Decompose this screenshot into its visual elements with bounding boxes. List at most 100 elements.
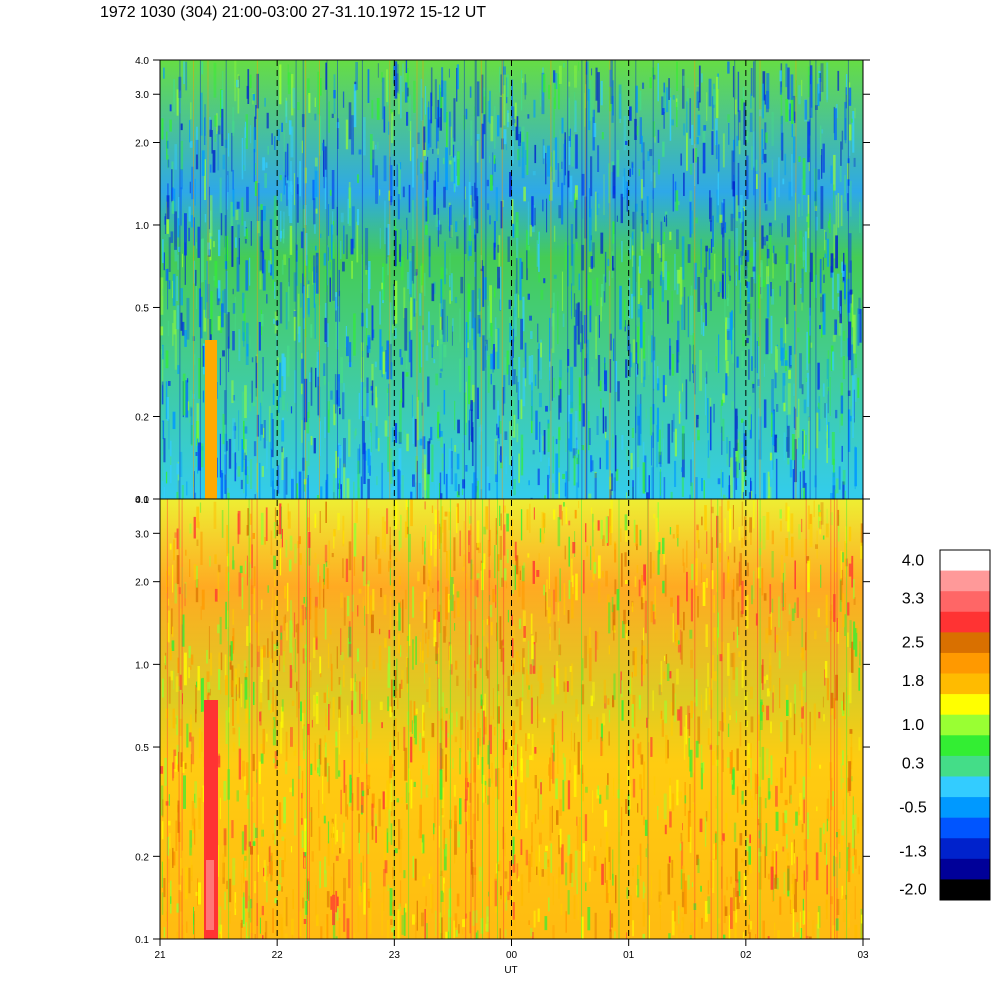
spectrogram-cell	[314, 157, 318, 171]
spectrogram-cell	[717, 731, 720, 737]
spectrogram-cell	[167, 598, 170, 606]
spectrogram-cell	[623, 115, 627, 151]
spectrogram-cell	[182, 373, 186, 416]
spectrogram-cell	[521, 261, 524, 279]
spectrogram-cell	[519, 657, 521, 672]
spectrogram-streak	[635, 60, 637, 499]
spectrogram-cell	[598, 555, 601, 579]
spectrogram-cell	[687, 296, 689, 338]
spectrogram-cell	[454, 297, 458, 304]
spectrogram-cell	[828, 422, 830, 448]
spectrogram-cell	[741, 858, 744, 863]
spectrogram-cell	[514, 119, 516, 124]
spectrogram-cell	[369, 432, 372, 466]
spectrogram-cell	[833, 594, 836, 622]
spectrogram-cell	[357, 900, 360, 933]
spectrogram-cell	[296, 681, 298, 692]
spectrogram-cell	[736, 135, 739, 147]
spectrogram-cell	[581, 173, 585, 196]
spectrogram-cell	[508, 739, 511, 748]
spectrogram-cell	[835, 918, 839, 931]
spectrogram-cell	[193, 906, 194, 935]
spectrogram-cell	[441, 309, 444, 335]
spectrogram-cell	[710, 678, 713, 690]
spectrogram-cell	[771, 159, 774, 177]
spectrogram-cell	[819, 387, 822, 419]
spectrogram-cell	[585, 62, 588, 75]
spectrogram-cell	[495, 797, 497, 831]
spectrogram-cell	[674, 900, 677, 922]
spectrogram-cell	[548, 84, 551, 100]
spectrogram-cell	[758, 823, 762, 852]
spectrogram-cell	[168, 237, 171, 272]
spectrogram-cell	[541, 665, 543, 690]
spectrogram-cell	[636, 733, 640, 739]
spectrogram-cell	[391, 487, 395, 493]
spectrogram-cell	[503, 568, 507, 581]
spectrogram-cell	[751, 585, 753, 605]
spectrogram-cell	[544, 852, 547, 870]
spectrogram-cell	[784, 153, 787, 176]
spectrogram-cell	[703, 267, 706, 309]
spectrogram-cell	[610, 913, 614, 928]
spectrogram-cell	[258, 322, 261, 351]
spectrogram-cell	[779, 509, 782, 519]
spectrogram-cell	[459, 748, 461, 775]
spectrogram-cell	[301, 140, 303, 154]
spectrogram-cell	[238, 727, 240, 747]
spectrogram-cell	[224, 390, 227, 425]
spectrogram-streak	[475, 60, 477, 499]
spectrogram-cell	[401, 669, 404, 691]
spectrogram-cell	[621, 680, 623, 698]
spectrogram-cell	[609, 86, 612, 112]
spectrogram-cell	[431, 784, 433, 796]
spectrogram-cell	[456, 491, 460, 498]
spectrogram-cell	[345, 558, 349, 582]
spectrogram-cell	[575, 242, 578, 250]
spectrogram-cell	[332, 826, 335, 839]
spectrogram-cell	[511, 106, 515, 131]
spectrogram-cell	[802, 485, 806, 499]
spectrogram-cell	[859, 202, 861, 233]
spectrogram-cell	[214, 260, 218, 288]
spectrogram-cell	[841, 270, 845, 277]
spectrogram-cell	[335, 496, 338, 499]
spectrogram-cell	[799, 488, 803, 499]
spectrogram-cell	[572, 448, 576, 459]
spectrogram-cell	[723, 709, 726, 723]
spectrogram-cell	[529, 503, 531, 533]
spectrogram-cell	[412, 474, 415, 487]
spectrogram-cell	[514, 541, 517, 561]
spectrogram-cell	[281, 447, 284, 480]
spectrogram-cell	[565, 911, 567, 933]
spectrogram-cell	[527, 733, 530, 739]
spectrogram-cell	[801, 384, 804, 395]
spectrogram-cell	[758, 390, 760, 400]
spectrogram-cell	[445, 147, 448, 191]
spectrogram-cell	[307, 517, 310, 531]
spectrogram-cell	[771, 111, 774, 146]
spectrogram-cell	[228, 911, 231, 924]
spectrogram-cell	[439, 526, 442, 544]
spectrogram-cell	[281, 395, 285, 411]
spectrogram-cell	[384, 808, 387, 819]
spectrogram-cell	[680, 619, 683, 629]
spectrogram-cell	[651, 875, 652, 899]
spectrogram-cell	[322, 776, 324, 804]
spectrogram-cell	[562, 473, 565, 479]
spectrogram-streak	[256, 499, 258, 939]
spectrogram-cell	[454, 805, 457, 825]
spectrogram-cell	[728, 678, 731, 708]
spectrogram-cell	[329, 262, 331, 270]
spectrogram-cell	[833, 621, 835, 628]
spectrogram-cell	[420, 78, 423, 121]
spectrogram-cell	[328, 686, 329, 698]
spectrogram-cell	[771, 412, 773, 437]
spectrogram-cell	[664, 700, 668, 724]
spectrogram-cell	[576, 439, 578, 458]
spectrogram-cell	[825, 594, 828, 626]
spectrogram-cell	[744, 516, 747, 545]
spectrogram-cell	[428, 438, 431, 444]
spectrogram-cell	[750, 686, 753, 699]
spectrogram-cell	[839, 852, 841, 869]
